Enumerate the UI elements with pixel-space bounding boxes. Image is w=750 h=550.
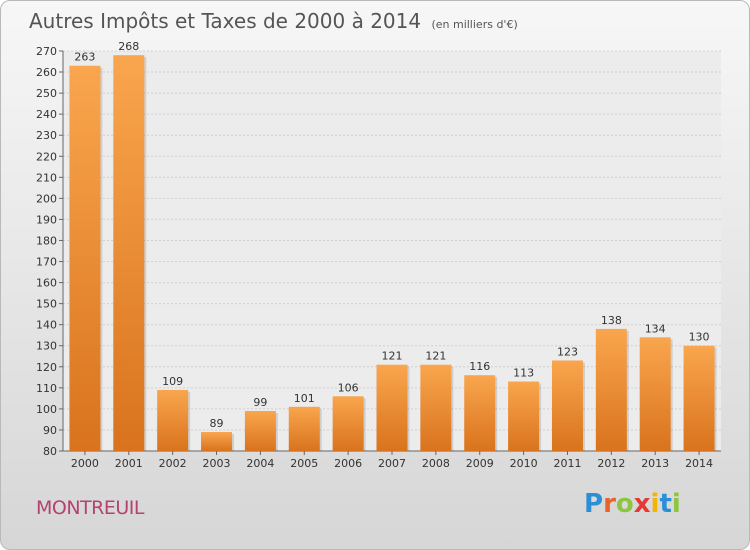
y-tick-label: 150 — [36, 298, 57, 311]
x-tick-label: 2004 — [246, 457, 274, 470]
y-tick-label: 130 — [36, 340, 57, 353]
logo-letter: x — [633, 489, 651, 519]
y-tick-label: 230 — [36, 129, 57, 142]
chart-title: Autres Impôts et Taxes de 2000 à 2014 (e… — [29, 9, 518, 33]
y-tick-label: 220 — [36, 150, 57, 163]
y-tick-label: 110 — [36, 382, 57, 395]
x-tick-label: 2002 — [159, 457, 187, 470]
bar-2012 — [595, 328, 627, 451]
y-tick-label: 240 — [36, 108, 57, 121]
bar-2006 — [332, 396, 364, 451]
y-tick-label: 100 — [36, 403, 57, 416]
x-tick-label: 2011 — [553, 457, 581, 470]
value-label: 123 — [557, 345, 578, 358]
bar-2005 — [288, 406, 320, 451]
value-label: 116 — [469, 360, 490, 373]
bar-2002 — [157, 389, 189, 451]
value-label: 263 — [74, 51, 95, 64]
y-tick-label: 270 — [36, 45, 57, 58]
y-tick-label: 190 — [36, 213, 57, 226]
proxiti-logo: Proxiti — [584, 489, 681, 519]
bar-2000 — [69, 65, 101, 451]
y-tick-label: 90 — [43, 424, 57, 437]
logo-letter: o — [615, 489, 634, 519]
value-label: 113 — [513, 367, 534, 380]
x-tick-label: 2008 — [422, 457, 450, 470]
chart-subtitle: (en milliers d'€) — [431, 18, 518, 31]
y-tick-label: 120 — [36, 361, 57, 374]
value-label: 101 — [294, 392, 315, 405]
x-tick-label: 2007 — [378, 457, 406, 470]
x-tick-label: 2001 — [115, 457, 143, 470]
y-tick-label: 160 — [36, 277, 57, 290]
bar-2010 — [508, 381, 540, 451]
value-label: 130 — [689, 331, 710, 344]
y-tick-label: 210 — [36, 171, 57, 184]
x-tick-label: 2012 — [597, 457, 625, 470]
y-tick-label: 200 — [36, 192, 57, 205]
x-tick-label: 2009 — [466, 457, 494, 470]
bar-2013 — [639, 337, 671, 451]
value-label: 99 — [253, 396, 267, 409]
value-label: 268 — [118, 40, 139, 53]
y-tick-label: 180 — [36, 234, 57, 247]
value-label: 89 — [210, 417, 224, 430]
y-tick-label: 250 — [36, 87, 57, 100]
bar-2008 — [420, 364, 452, 451]
y-tick-label: 80 — [43, 445, 57, 458]
bar-2003 — [201, 432, 233, 451]
bar-2009 — [464, 375, 496, 451]
x-tick-label: 2013 — [641, 457, 669, 470]
bar-2004 — [244, 411, 276, 451]
value-label: 109 — [162, 375, 183, 388]
value-label: 121 — [382, 350, 403, 363]
y-tick-label: 140 — [36, 319, 57, 332]
city-label: MONTREUIL — [36, 497, 144, 519]
bar-2011 — [551, 360, 583, 451]
value-label: 121 — [425, 350, 446, 363]
bar-2014 — [683, 345, 715, 451]
value-label: 106 — [338, 381, 359, 394]
logo-letter: r — [603, 489, 616, 519]
y-tick-label: 170 — [36, 256, 57, 269]
value-label: 138 — [601, 314, 622, 327]
bar-2001 — [113, 55, 145, 452]
logo-letter: i — [650, 489, 660, 519]
x-tick-label: 2003 — [203, 457, 231, 470]
x-tick-label: 2006 — [334, 457, 362, 470]
bar-2007 — [376, 364, 408, 451]
logo-letter: i — [671, 489, 681, 519]
logo-letter: t — [659, 489, 672, 519]
x-tick-label: 2014 — [685, 457, 713, 470]
chart-title-text: Autres Impôts et Taxes de 2000 à 2014 — [29, 9, 422, 33]
x-tick-label: 2010 — [510, 457, 538, 470]
value-label: 134 — [645, 322, 666, 335]
logo-letter: P — [584, 489, 604, 519]
x-tick-label: 2000 — [71, 457, 99, 470]
y-tick-label: 260 — [36, 66, 57, 79]
x-tick-label: 2005 — [290, 457, 318, 470]
